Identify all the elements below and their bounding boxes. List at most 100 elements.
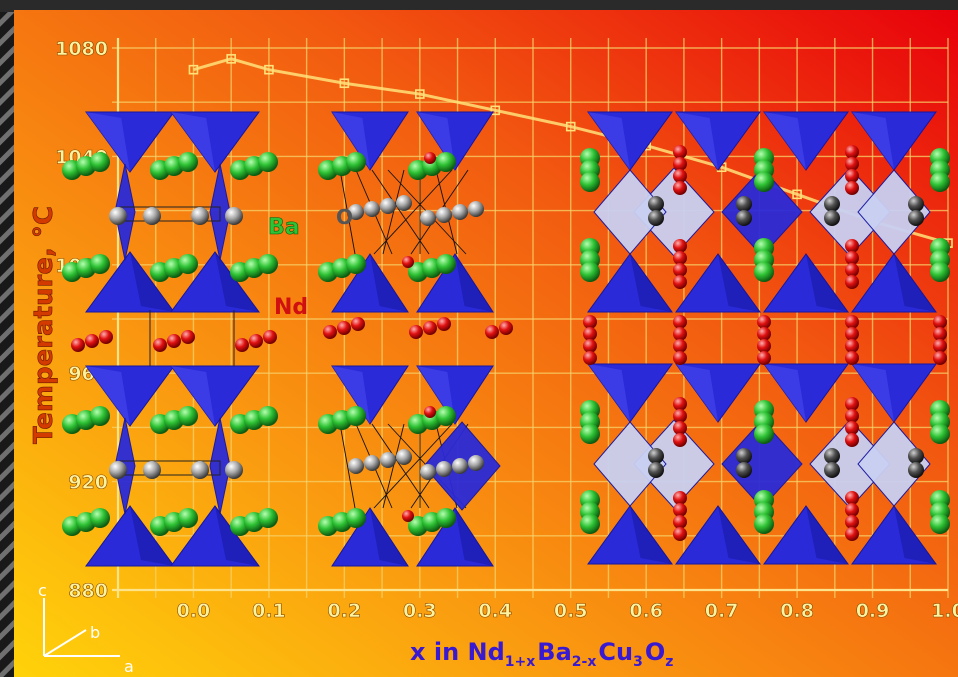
ba-atom [754, 514, 774, 534]
nd-atom [402, 256, 414, 268]
series-line [193, 57, 949, 245]
x-tick-label: 0.6 [629, 600, 663, 622]
pyramid-facet [588, 364, 630, 422]
pyramid-facet [806, 506, 848, 564]
nd-atom [845, 491, 859, 505]
nd-atom [933, 351, 947, 365]
x-axis-label-sub4: z [665, 654, 673, 670]
nd-atom [757, 339, 771, 353]
nd-atom [673, 339, 687, 353]
bond-line [371, 423, 430, 509]
nd-atom [673, 263, 687, 277]
x-tick-label: 0.8 [780, 600, 814, 622]
x-axis-label-sub2: 2-x [572, 654, 597, 670]
nd-atom [235, 338, 249, 352]
o-atom [396, 195, 412, 211]
ba-atom [930, 172, 950, 192]
ba-atom [178, 406, 198, 426]
ba-atom [346, 508, 366, 528]
ba-atom [930, 262, 950, 282]
y-tick-label: 1080 [55, 38, 108, 60]
pyramid-facet [718, 254, 760, 312]
nd-atom [757, 327, 771, 341]
ba-atom [436, 508, 456, 528]
o-atom [824, 210, 840, 226]
nd-atom [845, 503, 859, 517]
ba-atom [436, 152, 456, 172]
c-axis-label: c [38, 581, 47, 600]
nd-atom [337, 321, 351, 335]
nd-atom [673, 351, 687, 365]
pyramid-facet [588, 112, 630, 170]
x-axis-label-main: x in Nd [410, 638, 505, 666]
o-atom [364, 455, 380, 471]
ba-atom [346, 254, 366, 274]
ba-atom [930, 514, 950, 534]
ba-atom [436, 254, 456, 274]
nd-atom [673, 181, 687, 195]
pyramid-facet [171, 112, 215, 172]
x-tick-label: 1.0 [931, 600, 958, 622]
nd-atom [409, 325, 423, 339]
o-atom [225, 207, 243, 225]
ba-atom [436, 406, 456, 426]
nd-atom [845, 421, 859, 435]
nd-atom [85, 334, 99, 348]
o-atom [396, 449, 412, 465]
pyramid-facet [894, 506, 936, 564]
nd-atom [583, 339, 597, 353]
o-atom [736, 210, 752, 226]
nd-atom [437, 317, 451, 331]
pyramid-facet [370, 508, 408, 566]
ba-atom [754, 262, 774, 282]
o-atom [824, 196, 840, 212]
o-atom [908, 196, 924, 212]
pyramid-facet [86, 112, 130, 172]
o-atom [191, 207, 209, 225]
nd-atom [845, 433, 859, 447]
data-point [188, 64, 199, 75]
nd-atom [933, 339, 947, 353]
pyramid-facet [215, 252, 259, 312]
ba-atom [90, 254, 110, 274]
ba-atom [930, 424, 950, 444]
b-axis-label: b [90, 623, 100, 642]
nd-atom [673, 397, 687, 411]
o-atom [648, 196, 664, 212]
nd-atom [673, 433, 687, 447]
pyramid-facet [852, 112, 894, 170]
o-atom [908, 448, 924, 464]
ba-label: Ba [268, 215, 300, 240]
ba-atom [258, 152, 278, 172]
bond-line [373, 169, 453, 255]
nd-atom [673, 327, 687, 341]
bond-line [373, 423, 453, 509]
nd-atom [757, 315, 771, 329]
nd-atom [402, 510, 414, 522]
o-atom [908, 462, 924, 478]
nd-atom [845, 239, 859, 253]
nd-atom [153, 338, 167, 352]
data-point [264, 64, 274, 75]
nd-atom [845, 251, 859, 265]
pyramid-facet [215, 506, 259, 566]
ba-atom [90, 406, 110, 426]
y-tick-label: 920 [68, 472, 108, 494]
data-point [792, 189, 802, 200]
nd-atom [845, 275, 859, 289]
x-tick-label: 0.4 [478, 600, 512, 622]
ba-atom [258, 406, 278, 426]
nd-atom [323, 325, 337, 339]
nd-atom [424, 152, 436, 164]
nd-atom [845, 515, 859, 529]
nd-atom [673, 239, 687, 253]
o-atom [736, 448, 752, 464]
nd-atom [673, 157, 687, 171]
nd-atom [757, 351, 771, 365]
pyramid-facet [764, 112, 806, 170]
ba-atom [258, 508, 278, 528]
o-atom [736, 462, 752, 478]
pyramid-facet [130, 252, 174, 312]
x-axis-label-sub1: 1+x [505, 654, 536, 670]
